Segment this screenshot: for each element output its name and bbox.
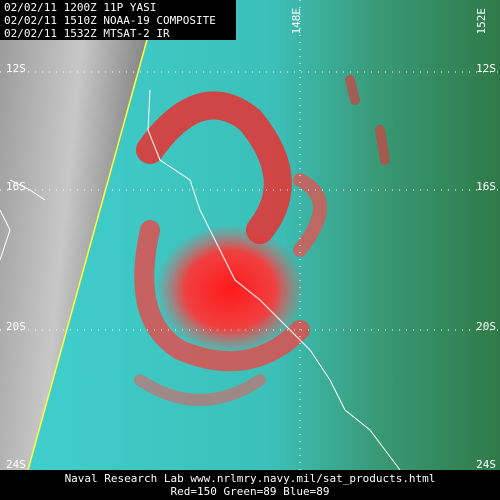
lat-label: 12S xyxy=(476,62,496,75)
header-line: 02/02/11 1200Z 11P YASI xyxy=(4,1,156,14)
footer-box xyxy=(0,470,500,500)
lon-label: 152E xyxy=(475,8,488,35)
lat-label: 12S xyxy=(6,62,26,75)
header-box xyxy=(0,0,236,40)
lat-label: 16S xyxy=(476,180,496,193)
coastline xyxy=(0,179,46,261)
swath-edge xyxy=(27,0,159,471)
footer-line: Naval Research Lab www.nrlmry.navy.mil/s… xyxy=(65,472,436,485)
lat-label: 16S xyxy=(6,180,26,193)
lon-label: 148E xyxy=(290,8,303,35)
ir-region xyxy=(0,0,158,470)
lat-label: 20S xyxy=(6,320,26,333)
storm-bands xyxy=(134,75,390,406)
header-line: 02/02/11 1510Z NOAA-19 COMPOSITE xyxy=(4,14,216,27)
lat-label: 24S xyxy=(6,458,26,471)
coastline xyxy=(147,89,401,471)
header-line: 02/02/11 1532Z MTSAT-2 IR xyxy=(4,27,170,40)
lat-label: 24S xyxy=(476,458,496,471)
lat-label: 20S xyxy=(476,320,496,333)
footer-line: Red=150 Green=89 Blue=89 xyxy=(171,485,330,498)
